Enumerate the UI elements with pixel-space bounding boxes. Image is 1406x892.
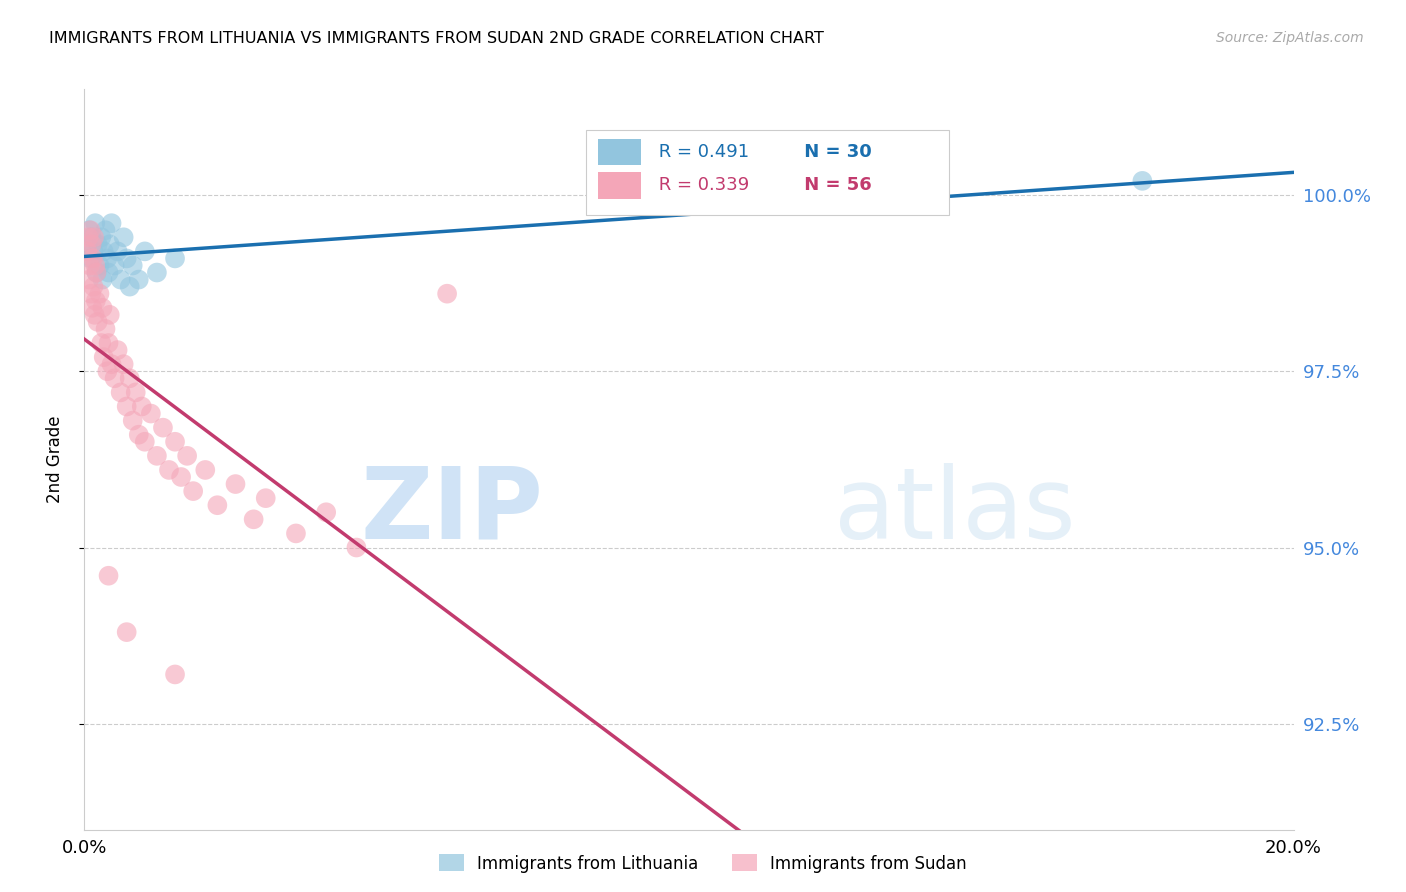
- Point: [254, 491, 277, 505]
- Point: [242, 512, 264, 526]
- Point: [152, 420, 174, 434]
- Point: [128, 272, 150, 286]
- Point: [170, 470, 193, 484]
- Point: [79, 223, 101, 237]
- Point: [82, 279, 104, 293]
- FancyBboxPatch shape: [599, 172, 641, 199]
- Point: [118, 279, 141, 293]
- Text: R = 0.339: R = 0.339: [652, 177, 749, 194]
- Point: [115, 625, 138, 640]
- Point: [128, 427, 150, 442]
- Point: [82, 244, 104, 259]
- Text: N = 30: N = 30: [797, 143, 872, 161]
- Y-axis label: 2nd Grade: 2nd Grade: [45, 416, 63, 503]
- Point: [157, 463, 180, 477]
- Point: [121, 259, 143, 273]
- Point: [100, 216, 122, 230]
- Point: [76, 244, 98, 259]
- Text: R = 0.491: R = 0.491: [652, 143, 749, 161]
- Point: [176, 449, 198, 463]
- Point: [80, 237, 103, 252]
- Text: ZIP: ZIP: [361, 463, 544, 559]
- Point: [97, 336, 120, 351]
- Legend: Immigrants from Lithuania, Immigrants from Sudan: Immigrants from Lithuania, Immigrants fr…: [433, 847, 973, 880]
- Point: [207, 498, 229, 512]
- Point: [94, 223, 117, 237]
- Point: [134, 434, 156, 449]
- Point: [84, 216, 107, 230]
- Text: IMMIGRANTS FROM LITHUANIA VS IMMIGRANTS FROM SUDAN 2ND GRADE CORRELATION CHART: IMMIGRANTS FROM LITHUANIA VS IMMIGRANTS …: [49, 31, 824, 46]
- Point: [76, 237, 98, 252]
- Point: [82, 301, 104, 315]
- Point: [110, 385, 132, 400]
- Point: [165, 667, 187, 681]
- Point: [77, 223, 100, 237]
- Point: [165, 434, 187, 449]
- Point: [89, 286, 111, 301]
- Point: [118, 371, 141, 385]
- Point: [98, 308, 121, 322]
- Point: [121, 414, 143, 428]
- Text: N = 56: N = 56: [797, 177, 872, 194]
- Point: [79, 252, 101, 266]
- Point: [107, 244, 129, 259]
- Text: Source: ZipAtlas.com: Source: ZipAtlas.com: [1216, 31, 1364, 45]
- Point: [112, 357, 135, 371]
- Point: [139, 407, 162, 421]
- Point: [93, 350, 115, 364]
- Point: [146, 449, 169, 463]
- Point: [799, 194, 821, 209]
- Point: [146, 266, 169, 280]
- Point: [285, 526, 308, 541]
- FancyBboxPatch shape: [599, 139, 641, 165]
- Point: [84, 293, 107, 308]
- Point: [125, 385, 148, 400]
- Point: [93, 244, 115, 259]
- Point: [112, 230, 135, 244]
- Point: [315, 505, 337, 519]
- Point: [89, 259, 111, 273]
- Point: [91, 272, 114, 286]
- Point: [80, 286, 103, 301]
- Point: [104, 259, 127, 273]
- Point: [115, 400, 138, 414]
- Point: [346, 541, 368, 555]
- Point: [1132, 174, 1154, 188]
- Point: [90, 336, 112, 351]
- Point: [194, 463, 217, 477]
- Point: [165, 252, 187, 266]
- Point: [96, 252, 118, 266]
- Point: [100, 357, 122, 371]
- Point: [134, 244, 156, 259]
- Point: [90, 230, 112, 244]
- Point: [91, 301, 114, 315]
- Point: [86, 315, 108, 329]
- Point: [181, 484, 204, 499]
- Point: [83, 308, 105, 322]
- FancyBboxPatch shape: [586, 130, 949, 215]
- Point: [80, 230, 103, 244]
- Point: [107, 343, 129, 357]
- Point: [82, 252, 104, 266]
- Point: [86, 266, 108, 280]
- Text: atlas: atlas: [834, 463, 1076, 559]
- Point: [131, 400, 153, 414]
- Point: [97, 266, 120, 280]
- Point: [77, 230, 100, 244]
- Point: [225, 477, 247, 491]
- Point: [115, 252, 138, 266]
- Point: [83, 230, 105, 244]
- Point: [110, 272, 132, 286]
- Point: [94, 322, 117, 336]
- Point: [96, 364, 118, 378]
- Point: [436, 286, 458, 301]
- Point: [86, 237, 108, 252]
- Point: [98, 237, 121, 252]
- Point: [86, 266, 108, 280]
- Point: [104, 371, 127, 385]
- Point: [77, 272, 100, 286]
- Point: [79, 259, 101, 273]
- Point: [84, 259, 107, 273]
- Point: [97, 568, 120, 582]
